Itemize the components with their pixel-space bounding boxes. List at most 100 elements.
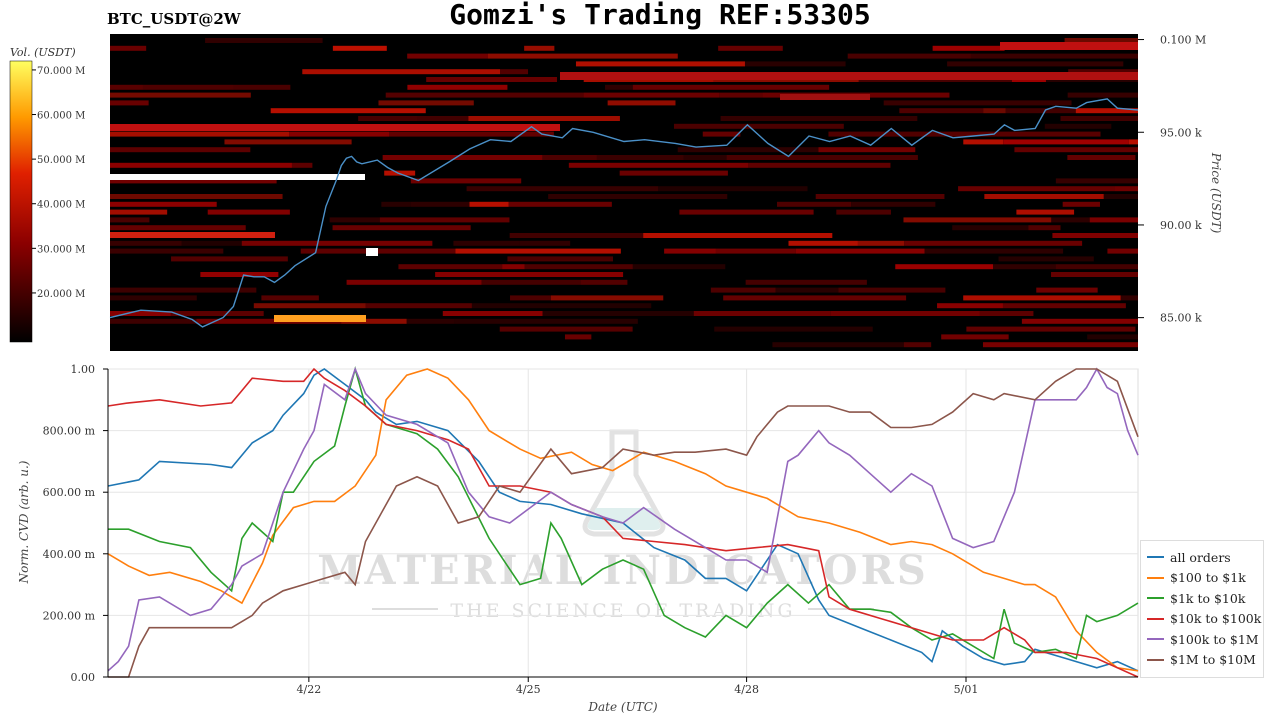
legend-item: $10k to $100k	[1147, 609, 1261, 629]
liquidity-band	[564, 334, 592, 340]
legend-swatch	[1147, 556, 1164, 558]
liquidity-band	[442, 311, 543, 316]
cvd-ytick-label: 400.00 m	[43, 548, 96, 561]
liquidity-band	[270, 108, 426, 114]
liquidity-band	[454, 318, 638, 324]
liquidity-band	[683, 155, 727, 160]
legend-label: $100 to $1k	[1170, 570, 1246, 585]
liquidity-band	[943, 131, 1101, 137]
liquidity-band	[233, 84, 291, 90]
colorbar-tick-label: 50.000 M	[37, 155, 85, 166]
cvd-ytick-label: 1.00	[71, 363, 96, 376]
liquidity-wall	[110, 124, 560, 131]
legend: all orders $100 to $1k $1k to $10k $10k to …	[1140, 540, 1264, 678]
liquidity-band	[836, 209, 891, 215]
cvd-xtick-label: 4/25	[516, 683, 541, 696]
liquidity-band	[723, 295, 907, 301]
liquidity-band	[1016, 209, 1075, 215]
liquidity-band	[1103, 194, 1138, 199]
liquidity-band	[719, 92, 763, 98]
liquidity-band	[379, 217, 510, 223]
liquidity-band	[302, 69, 501, 75]
liquidity-band	[895, 264, 994, 270]
liquidity-band	[510, 295, 551, 301]
liquidity-band	[677, 147, 819, 153]
legend-item: all orders	[1147, 547, 1231, 567]
price-line	[109, 98, 1139, 328]
liquidity-band	[417, 116, 469, 121]
liquidity-band	[382, 155, 543, 160]
liquidity-band	[932, 45, 1005, 51]
liquidity-band	[524, 264, 633, 270]
liquidity-band	[1055, 178, 1138, 184]
liquidity-band	[241, 240, 433, 246]
liquidity-band	[818, 147, 916, 153]
liquidity-band	[358, 116, 418, 121]
liquidity-band	[341, 318, 407, 324]
liquidity-band	[673, 123, 844, 129]
liquidity-band	[110, 45, 147, 51]
liquidity-wall	[780, 94, 870, 100]
liquidity-band	[1087, 334, 1138, 340]
liquidity-band	[726, 155, 918, 160]
liquidity-band	[110, 248, 224, 254]
liquidity-band	[289, 131, 390, 137]
liquidity-band	[110, 194, 283, 199]
liquidity-band	[329, 217, 380, 223]
legend-label: $100k to $1M	[1170, 631, 1259, 647]
colorbar-tick-label: 70.000 M	[37, 66, 85, 77]
liquidity-band	[745, 279, 867, 285]
liquidity-band	[795, 248, 925, 254]
liquidity-band	[1114, 186, 1138, 192]
legend-label: $1k to $10k	[1170, 590, 1246, 606]
liquidity-band	[110, 295, 197, 301]
liquidity-band	[718, 45, 783, 51]
liquidity-band	[200, 272, 279, 277]
liquidity-band	[1005, 108, 1076, 114]
liquidity-band	[550, 295, 664, 301]
liquidity-band	[883, 100, 1072, 106]
legend-item: $100k to $1M	[1147, 629, 1259, 649]
liquidity-wall	[110, 232, 275, 238]
liquidity-band	[110, 100, 149, 106]
liquidity-band	[300, 248, 456, 254]
liquidity-band	[963, 295, 1121, 301]
liquidity-band	[346, 279, 482, 285]
series-line-r1m-10m	[108, 368, 1139, 678]
liquidity-wall	[110, 174, 365, 180]
liquidity-band	[196, 318, 342, 324]
liquidity-band	[924, 248, 1064, 254]
liquidity-band	[1062, 201, 1100, 207]
chart-title: Gomzi's Trading REF:53305	[449, 0, 871, 31]
liquidity-band	[469, 201, 509, 207]
liquidity-band	[1068, 69, 1138, 75]
liquidity-band	[466, 186, 659, 192]
liquidity-band	[1107, 248, 1138, 254]
liquidity-band	[500, 69, 529, 75]
liquidity-band	[110, 209, 168, 215]
liquidity-band	[398, 264, 503, 270]
liquidity-band	[524, 45, 555, 51]
liquidity-band	[744, 61, 846, 67]
legend-item: $1k to $10k	[1147, 588, 1245, 608]
cvd-ytick-label: 200.00 m	[43, 609, 96, 622]
liquidity-band	[110, 240, 182, 246]
liquidity-band	[983, 108, 1006, 114]
liquidity-band	[580, 279, 628, 285]
liquidity-band	[170, 311, 264, 316]
liquidity-band	[830, 311, 980, 316]
liquidity-band	[507, 256, 613, 262]
heatmap-ylabel: Price (USDT)	[1209, 152, 1223, 234]
liquidity-band	[1075, 108, 1138, 114]
liquidity-band	[407, 84, 508, 90]
liquidity-band	[632, 84, 830, 90]
liquidity-band	[568, 162, 749, 168]
liquidity-band	[389, 131, 554, 137]
liquidity-band	[1089, 217, 1138, 223]
liquidity-band	[776, 201, 852, 207]
cvd-xtick-label: 4/28	[734, 683, 759, 696]
liquidity-band	[1120, 295, 1138, 301]
liquidity-band	[1064, 38, 1138, 43]
liquidity-band	[1060, 116, 1138, 121]
